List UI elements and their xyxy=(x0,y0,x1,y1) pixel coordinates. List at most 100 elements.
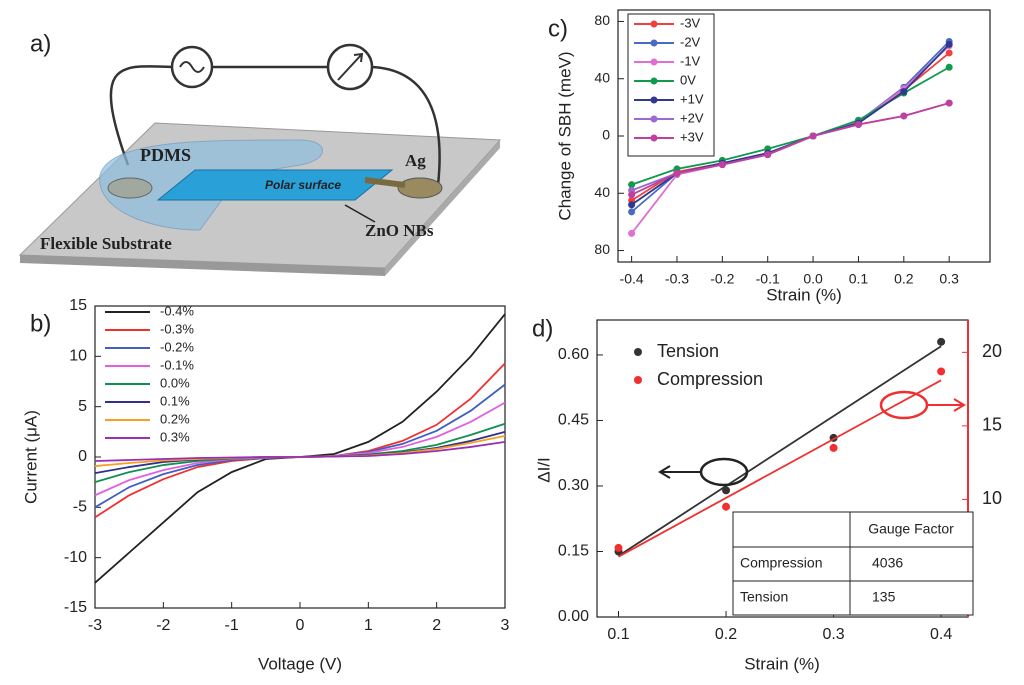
data-point xyxy=(900,112,908,120)
legend-marker xyxy=(650,115,658,123)
zno-nb xyxy=(156,169,394,201)
legend-marker xyxy=(634,348,642,356)
x-tick-label: -0.2 xyxy=(710,271,734,287)
data-point xyxy=(614,543,623,552)
legend-label: -0.2% xyxy=(160,339,194,354)
annotation-arrow xyxy=(927,398,966,412)
x-tick-label: 1 xyxy=(364,617,373,634)
data-point xyxy=(673,169,681,177)
legend-label: Tension xyxy=(657,341,719,361)
data-point xyxy=(628,208,636,216)
legend-label: -1V xyxy=(680,53,701,68)
data-point xyxy=(945,49,953,57)
legend-marker xyxy=(650,20,658,28)
y-axis-title: Current (μA) xyxy=(21,410,40,504)
table-cell: Tension xyxy=(740,589,788,605)
ag-electrode xyxy=(397,177,443,199)
legend-label: -0.4% xyxy=(160,303,194,318)
data-point xyxy=(945,99,953,107)
legend-label: -0.3% xyxy=(160,321,194,336)
series-line xyxy=(94,362,506,519)
legend-label: -0.1% xyxy=(160,357,194,372)
data-point xyxy=(937,337,946,346)
annotation-arrow xyxy=(658,465,700,479)
y2-tick-label: 15 xyxy=(982,415,1002,435)
y-tick-label: -15 xyxy=(64,599,87,616)
x-tick-label: 0.1 xyxy=(607,626,629,643)
sine-icon xyxy=(179,61,205,73)
data-point xyxy=(628,191,636,199)
y-tick-label: 0 xyxy=(78,448,87,465)
y-tick-label: 0.00 xyxy=(558,608,589,625)
y-tick-label: 0.60 xyxy=(558,346,589,363)
data-point xyxy=(628,201,636,209)
data-point xyxy=(937,367,946,376)
data-point xyxy=(829,443,838,452)
legend-box xyxy=(627,13,715,157)
x-axis-title: Strain (%) xyxy=(744,654,820,673)
data-point xyxy=(854,121,862,129)
substrate-side xyxy=(385,140,500,276)
legend-label: 0.2% xyxy=(160,411,190,426)
x-tick-label: 2 xyxy=(432,617,441,634)
y-tick-label: 0.45 xyxy=(558,412,589,429)
legend-label: 0.3% xyxy=(160,429,190,444)
legend-label: 0.1% xyxy=(160,393,190,408)
y-axis-title: ΔI/I xyxy=(534,457,553,483)
data-point xyxy=(900,88,908,96)
meter-arrow xyxy=(337,52,364,81)
legend-label: 0.0% xyxy=(160,375,190,390)
fit-line xyxy=(618,379,942,558)
annotation-ellipse xyxy=(879,390,929,420)
fit-line xyxy=(618,345,942,557)
label: PDMS xyxy=(140,145,191,165)
annotation-ellipse xyxy=(699,457,749,487)
data-point xyxy=(628,181,636,189)
y-axis-title: Change of SBH (meV) xyxy=(555,51,574,220)
series-line xyxy=(631,102,950,196)
data-point xyxy=(718,161,726,169)
x-axis-title: Strain (%) xyxy=(766,285,842,304)
x-tick-label: 0.2 xyxy=(715,626,737,643)
series-line xyxy=(94,422,506,484)
y-tick-label: 0.15 xyxy=(558,543,589,560)
x-tick-label: -0.4 xyxy=(620,271,644,287)
legend-marker xyxy=(634,376,642,384)
legend-marker xyxy=(650,134,658,142)
y2-tick-label: 20 xyxy=(982,341,1002,361)
label: ZnO NBs xyxy=(365,221,434,240)
label: Polar surface xyxy=(265,178,341,192)
table xyxy=(732,511,974,616)
y-tick-label: 40 xyxy=(594,69,610,85)
x-axis-title: Voltage (V) xyxy=(258,654,342,673)
data-point xyxy=(945,40,953,48)
legend-label: +1V xyxy=(680,91,704,106)
legend-label: 0V xyxy=(680,72,696,87)
data-point xyxy=(764,151,772,159)
series-line xyxy=(94,401,506,497)
data-point xyxy=(945,63,953,71)
panel-label: c) xyxy=(548,15,568,42)
y-tick-label: 10 xyxy=(69,348,87,365)
panel-label: b) xyxy=(30,310,51,337)
y-tick-label: 80 xyxy=(594,241,610,257)
legend-label: Compression xyxy=(657,369,763,389)
y-tick-label: 0.30 xyxy=(558,477,589,494)
table-cell: Compression xyxy=(740,555,822,571)
panel-label: a) xyxy=(30,30,51,57)
x-tick-label: -1 xyxy=(225,617,239,634)
plot-frame xyxy=(94,305,506,609)
x-tick-label: -0.3 xyxy=(665,271,689,287)
legend-label: +3V xyxy=(680,129,704,144)
y-tick-label: 5 xyxy=(78,398,87,415)
legend-label: -3V xyxy=(680,15,701,30)
table-header: Gauge Factor xyxy=(868,521,954,537)
series-line xyxy=(94,441,506,462)
plot-frame xyxy=(617,9,991,263)
y-tick-label: 0 xyxy=(602,127,610,143)
y-tick-label: 15 xyxy=(69,297,87,314)
y2-tick-label: 10 xyxy=(982,488,1002,508)
legend-marker xyxy=(650,39,658,47)
x-tick-label: 0.3 xyxy=(822,626,844,643)
